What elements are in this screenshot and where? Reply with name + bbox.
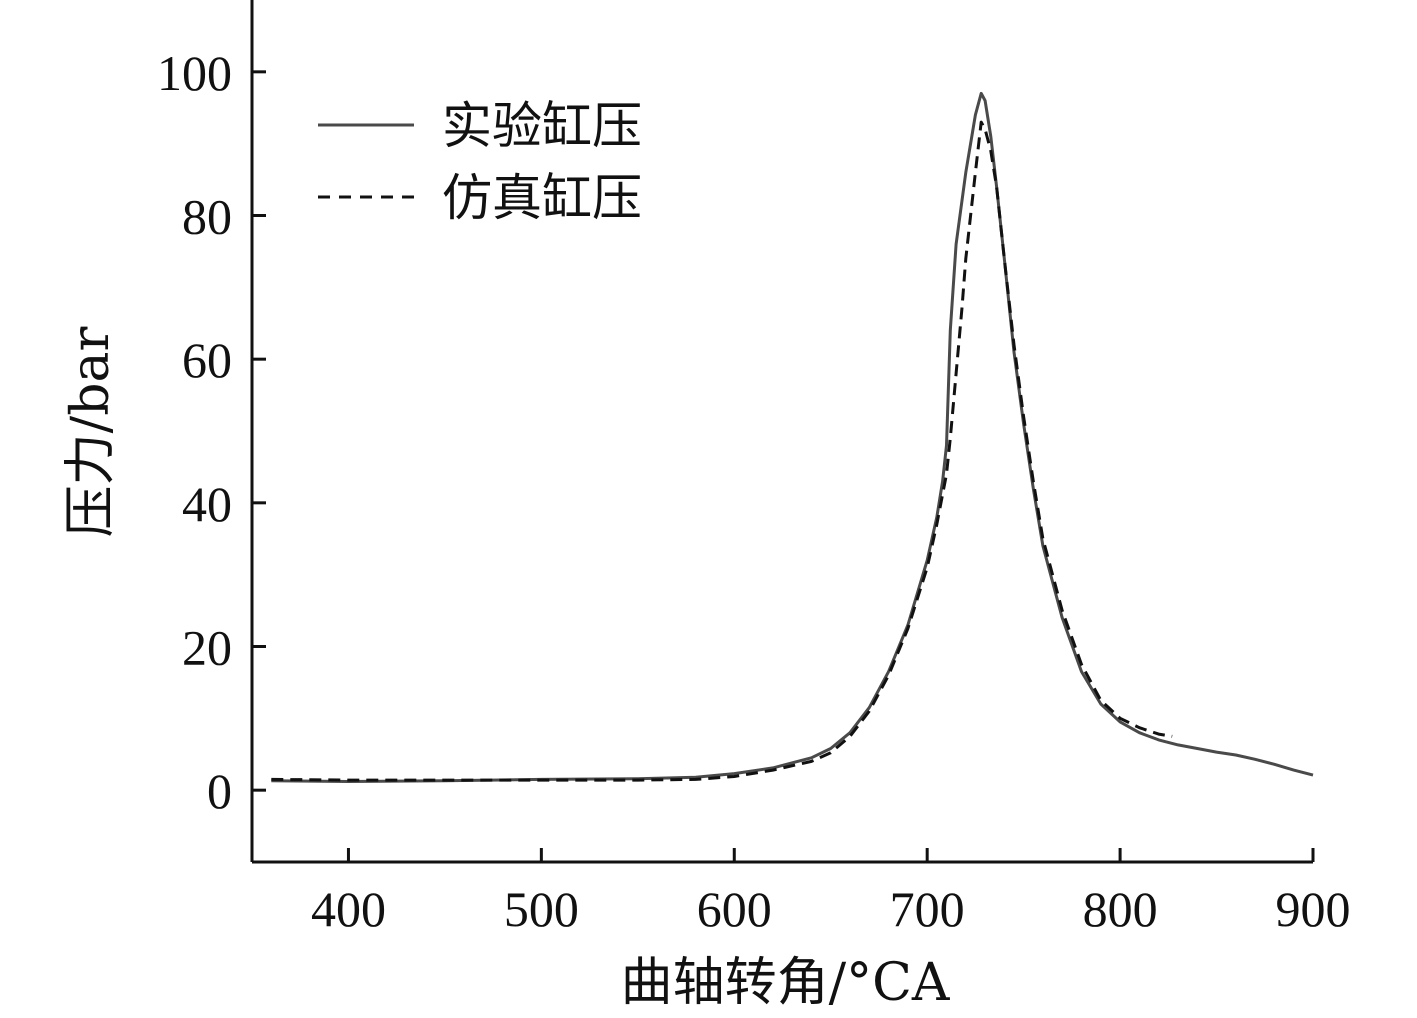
y-axis-ticks: 0 20 40 60 80 100 xyxy=(157,45,266,819)
series-line-simulated xyxy=(271,120,1173,782)
y-tick-label: 60 xyxy=(182,332,232,388)
legend: 实验缸压 仿真缸压 xyxy=(318,97,642,227)
x-axis-title: 曲轴转角/°CA xyxy=(621,953,951,1013)
x-tick-label: 600 xyxy=(697,881,772,937)
y-axis-title: 压力/bar xyxy=(61,327,121,538)
x-tick-label: 400 xyxy=(311,881,386,937)
series-line-experimental xyxy=(271,91,1314,783)
y-tick-label: 0 xyxy=(207,763,232,819)
axes xyxy=(250,0,1313,864)
legend-label-experimental: 实验缸压 xyxy=(442,97,642,155)
x-tick-label: 500 xyxy=(504,881,579,937)
x-tick-label: 800 xyxy=(1083,881,1158,937)
y-tick-label: 80 xyxy=(182,189,232,245)
y-tick-label: 20 xyxy=(182,620,232,676)
y-tick-label: 40 xyxy=(182,476,232,532)
x-tick-label: 900 xyxy=(1276,881,1351,937)
series-layer xyxy=(271,91,1314,783)
x-tick-label: 700 xyxy=(890,881,965,937)
y-tick-label: 100 xyxy=(157,45,232,101)
x-axis-ticks: 400 500 600 700 800 900 xyxy=(311,848,1351,937)
legend-label-simulated: 仿真缸压 xyxy=(442,169,642,227)
